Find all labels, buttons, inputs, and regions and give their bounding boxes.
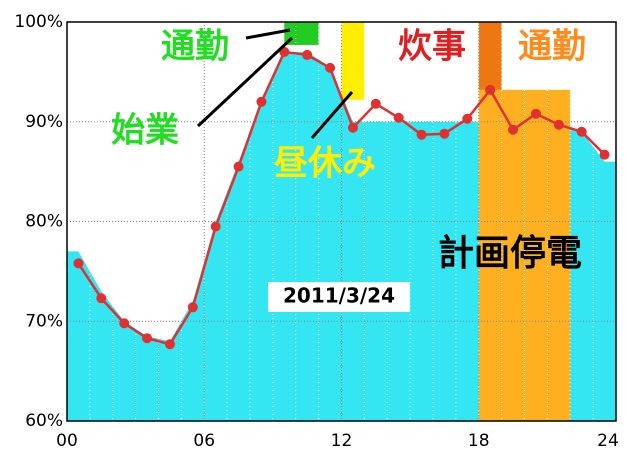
point [393,112,404,123]
point [462,113,473,124]
x-tick-label: 18 [468,431,490,451]
annotation: 通勤 [161,27,229,67]
point [302,49,313,60]
y-tick-label: 70% [25,311,63,331]
point [96,293,107,304]
point [210,221,221,232]
annotation: 炊事 [398,27,466,67]
point [325,62,336,73]
point [233,161,244,172]
point [576,126,587,137]
annotation: 計画停電 [438,233,582,274]
annotation: 昼休み [274,144,376,184]
frame [66,21,617,422]
date-box [268,282,410,312]
x-tick-label: 06 [193,431,215,451]
y-tick-label: 90% [25,112,63,132]
x-tick-label: 12 [331,431,353,451]
annotation: 通勤 [518,27,586,67]
point [142,333,153,344]
point [553,119,564,130]
pointer-line [310,91,354,139]
band [341,22,365,100]
point [119,318,130,329]
x-tick-label: 00 [56,431,78,451]
point [370,98,381,109]
band [478,89,571,421]
y-tick-label: 60% [25,411,63,431]
point [485,84,496,95]
band [478,22,502,90]
point [530,108,541,119]
point [347,122,358,133]
annotation: 2011/3/24 [283,284,395,308]
y-tick-label: 80% [25,212,63,232]
point [439,128,450,139]
point [73,258,84,269]
point [416,129,427,140]
point [508,124,519,135]
point [187,302,198,313]
pointer-line [196,36,294,128]
pointer-line [245,28,291,40]
minor-grid [89,22,594,421]
point [164,339,175,350]
y-tick-label: 100% [14,12,63,32]
x-tick-label: 24 [597,431,619,451]
annotation: 始業 [111,111,179,151]
point [256,96,267,107]
point [599,149,610,160]
